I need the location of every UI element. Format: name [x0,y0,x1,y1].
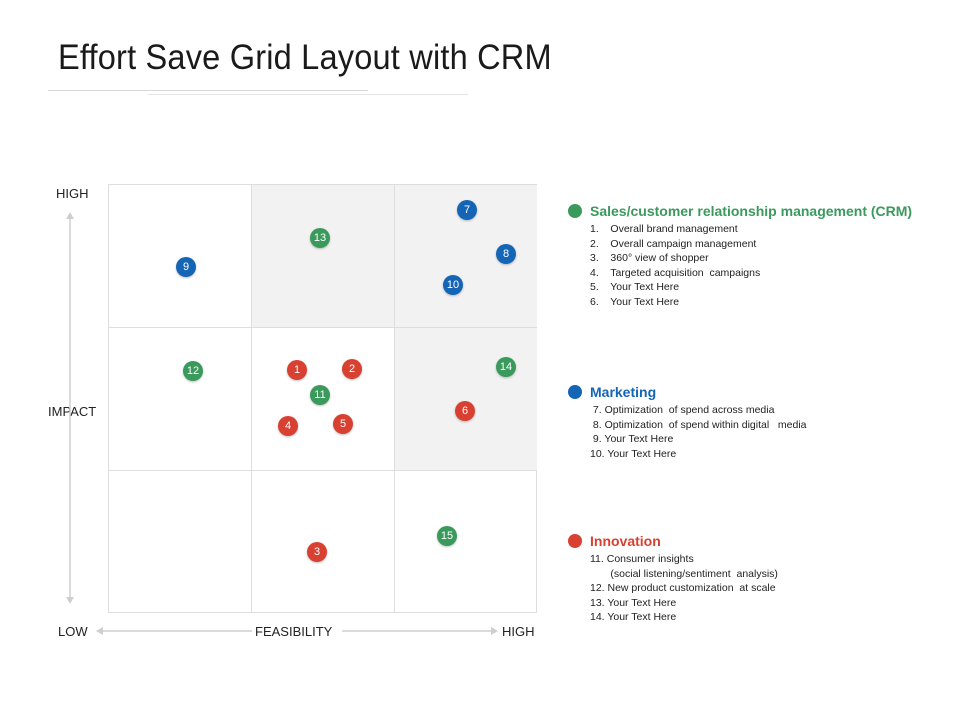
title-underline [48,90,368,91]
dot-14: 14 [496,357,516,377]
legend-marketing-item: 10. Your Text Here [590,447,677,460]
legend-marketing-item: 7. Optimization of spend across media [590,404,775,416]
legend-crm-item: 5. Your Text Here [590,281,680,294]
legend-marketing-heading: Marketing [568,384,948,400]
blue-circle-icon [568,385,582,399]
grid-cell-mid-mid [252,328,395,471]
legend-marketing-items: 7. Optimization of spend across media 8.… [568,403,948,461]
grid-cell-high-low [109,185,252,328]
page-title: Effort Save Grid Layout with CRM [58,38,552,77]
x-axis-low-label: LOW [58,624,88,639]
legend-crm-items: 1. Overall brand management 2. Overall c… [568,222,948,310]
legend-innovation-items: 11. Consumer insights (social listening/… [568,552,948,625]
legend-innovation-heading: Innovation [568,533,948,549]
dot-6: 6 [455,401,475,421]
red-circle-icon [568,534,582,548]
dot-5: 5 [333,414,353,434]
grid-cell-mid-low [109,328,252,471]
dot-8: 8 [496,244,516,264]
grid-cell-low-high [395,471,537,613]
grid-cell-low-mid [252,471,395,613]
dot-1: 1 [287,360,307,380]
legend-crm-item: 2. Overall campaign management [590,237,757,250]
legend-innovation-title: Innovation [590,533,661,549]
y-axis-label: IMPACT [48,404,97,419]
legend-crm-title: Sales/customer relationship management (… [590,203,913,219]
grid-cell-low-low [109,471,252,613]
legend-crm-item: 6. Your Text Here [590,295,680,308]
legend-marketing: Marketing 7. Optimization of spend acros… [568,384,948,461]
legend-innovation: Innovation 11. Consumer insights (social… [568,533,948,625]
legend-crm: Sales/customer relationship management (… [568,203,948,310]
dot-15: 15 [437,526,457,546]
legend-crm-item: 1. Overall brand management [590,223,738,235]
grid-cell-high-mid [252,185,395,328]
green-circle-icon [568,204,582,218]
dot-13: 13 [310,228,330,248]
x-axis-arrow-right [342,627,498,635]
dot-4: 4 [278,416,298,436]
legend-crm-heading: Sales/customer relationship management (… [568,203,948,219]
dot-7: 7 [457,200,477,220]
legend-innovation-item: (social listening/sentiment analysis) [590,567,778,580]
dot-9: 9 [176,257,196,277]
x-axis-high-label: HIGH [502,624,535,639]
y-axis-high-label: HIGH [56,186,89,201]
legend-marketing-item: 9. Your Text Here [590,433,674,446]
dot-2: 2 [342,359,362,379]
legend-crm-item: 4. Targeted acquisition campaigns [590,266,761,279]
grid-cell-mid-high [395,328,537,471]
dot-3: 3 [307,542,327,562]
y-axis-arrow [66,212,74,604]
x-axis-label: FEASIBILITY [255,624,333,639]
legend-innovation-item: 12. New product customization at scale [590,582,776,595]
legend-marketing-title: Marketing [590,384,657,400]
x-axis-arrow-left [96,627,252,635]
legend-innovation-item: 13. Your Text Here [590,596,677,609]
dot-10: 10 [443,275,463,295]
legend-innovation-item: 14. Your Text Here [590,611,677,624]
dot-12: 12 [183,361,203,381]
dot-11: 11 [310,385,330,405]
title-underline-secondary [148,94,468,95]
legend-marketing-item: 8. Optimization of spend within digital … [590,418,807,431]
legend-crm-item: 3. 360° view of shopper [590,252,709,265]
legend-innovation-item: 11. Consumer insights [590,553,694,565]
